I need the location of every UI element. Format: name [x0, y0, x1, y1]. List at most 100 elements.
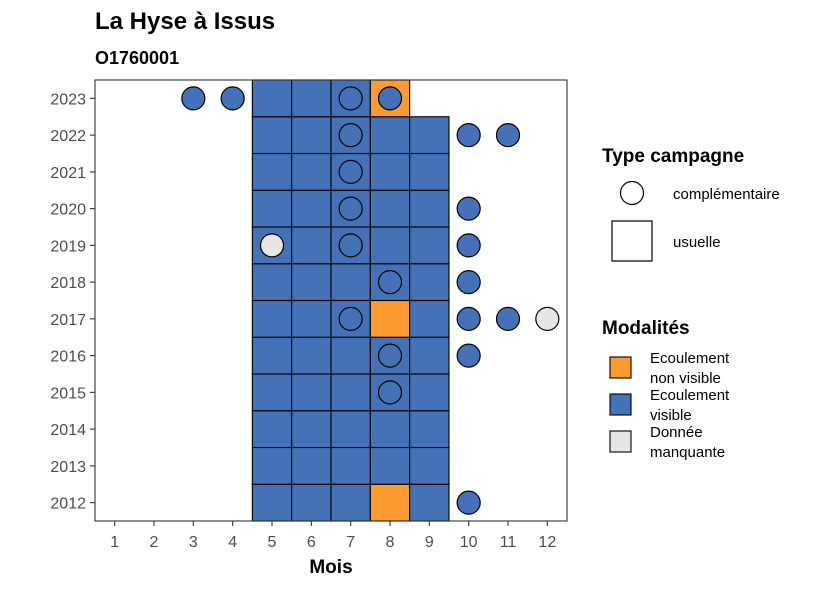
x-tick-label: 8: [386, 534, 395, 551]
tile-2018-9: [409, 263, 450, 302]
point-2016-10: [456, 343, 481, 368]
complementaire-points: [181, 86, 560, 515]
tile-2015-6: [291, 373, 332, 412]
legend-label-ecoulement_non_visible: non visible: [650, 370, 721, 387]
x-tick-label: 2: [150, 534, 159, 551]
point-2020-10: [456, 196, 481, 221]
y-tick-label: 2014: [50, 422, 86, 439]
tile-2015-5: [251, 373, 293, 412]
legend-key-ecoulement_non_visible: [609, 356, 632, 379]
legend-key-donnee_manquante: [609, 430, 632, 453]
tile-2018-7: [330, 263, 371, 302]
tile-2013-5: [251, 446, 293, 485]
x-axis: 1 2 3 4 5 6 7 8 9 10 11 12: [110, 521, 556, 551]
x-tick-label: 3: [189, 534, 198, 551]
tile-2020-8: [369, 189, 411, 228]
tile-2021-8: [369, 152, 411, 191]
x-tick-label: 12: [538, 534, 556, 551]
x-tick-label: 10: [460, 534, 478, 551]
point-2019-5: [259, 233, 285, 258]
tile-2016-6: [291, 336, 332, 375]
tile-2014-7: [330, 410, 371, 449]
tile-2012-7: [330, 483, 371, 522]
plot-border: [94, 79, 568, 522]
tile-2013-6: [291, 446, 332, 485]
point-2022-10: [456, 123, 481, 148]
point-2023-4: [220, 86, 245, 111]
x-tick-label: 11: [500, 534, 517, 551]
tile-2014-6: [291, 410, 332, 449]
legend-usuelle-label: usuelle: [673, 234, 721, 251]
tile-2017-6: [291, 299, 332, 338]
tile-2017-8: [369, 299, 411, 338]
x-tick-label: 1: [110, 534, 119, 551]
y-tick-label: 2020: [50, 202, 86, 219]
tile-2012-9: [409, 483, 450, 522]
point-2012-10: [456, 490, 481, 515]
tile-2019-9: [409, 226, 450, 265]
legend-complementaire-label: complémentaire: [673, 186, 780, 203]
legend-modalites-title: Modalités: [602, 318, 690, 339]
point-2021-7: [338, 159, 363, 184]
tile-2013-9: [409, 446, 450, 485]
point-2020-7: [338, 196, 363, 221]
legend-type-campagne: Type campagne complémentaire usuelle: [602, 146, 780, 262]
chart-title: La Hyse à Issus: [95, 8, 275, 35]
y-tick-label: 2015: [50, 385, 86, 402]
legend-label-donnee_manquante: Donnée: [650, 424, 703, 441]
y-tick-label: 2021: [50, 165, 86, 182]
tile-2013-8: [369, 446, 411, 485]
x-axis-title: Mois: [309, 557, 352, 578]
y-tick-label: 2016: [50, 349, 86, 366]
point-2023-8: [377, 86, 403, 111]
tile-2022-6: [291, 116, 332, 155]
legend-label-ecoulement_visible: visible: [650, 407, 692, 424]
usuelle-tiles: [251, 79, 450, 522]
point-2022-7: [338, 123, 363, 148]
tile-2016-7: [330, 336, 371, 375]
tile-2014-5: [251, 410, 293, 449]
tile-2020-5: [251, 189, 293, 228]
tile-2019-6: [291, 226, 332, 265]
tile-2020-9: [409, 189, 450, 228]
point-2022-11: [495, 123, 521, 148]
y-tick-label: 2012: [50, 496, 86, 513]
point-2018-8: [377, 270, 403, 295]
legend-type-title: Type campagne: [602, 146, 744, 167]
tile-2023-6: [291, 79, 332, 118]
y-tick-label: 2022: [50, 128, 86, 145]
x-tick-label: 9: [425, 534, 434, 551]
point-2015-8: [377, 380, 403, 405]
point-2016-8: [377, 343, 403, 368]
point-2017-11: [495, 306, 521, 331]
y-tick-label: 2019: [50, 238, 86, 255]
chart-subtitle: O1760001: [95, 48, 179, 68]
y-tick-label: 2013: [50, 459, 86, 476]
tile-2018-6: [291, 263, 332, 302]
point-2018-10: [456, 270, 481, 295]
tile-2022-9: [409, 116, 450, 155]
tile-2021-5: [251, 152, 293, 191]
legend-usuelle-square-icon: [611, 220, 653, 262]
legend-label-ecoulement_visible: Ecoulement: [650, 387, 730, 404]
tile-2012-6: [291, 483, 332, 522]
x-tick-label: 6: [307, 534, 316, 551]
tile-2016-9: [409, 336, 450, 375]
tile-2014-9: [409, 410, 450, 449]
tile-2015-9: [409, 373, 450, 412]
point-2019-10: [456, 233, 481, 258]
tile-2023-5: [251, 79, 293, 118]
tile-2017-5: [251, 299, 293, 338]
point-2017-7: [338, 306, 363, 331]
y-tick-label: 2023: [50, 91, 86, 108]
legend-label-ecoulement_non_visible: Ecoulement: [650, 350, 730, 367]
tile-2018-5: [251, 263, 293, 302]
y-tick-label: 2018: [50, 275, 86, 292]
legend-complementaire-circle-icon: [619, 180, 645, 206]
tile-2016-5: [251, 336, 293, 375]
tile-2022-5: [251, 116, 293, 155]
y-axis: 2012 2013 2014 2015 2016 2017 2018 2019 2020 2021…: [50, 91, 95, 513]
tile-2015-7: [330, 373, 371, 412]
